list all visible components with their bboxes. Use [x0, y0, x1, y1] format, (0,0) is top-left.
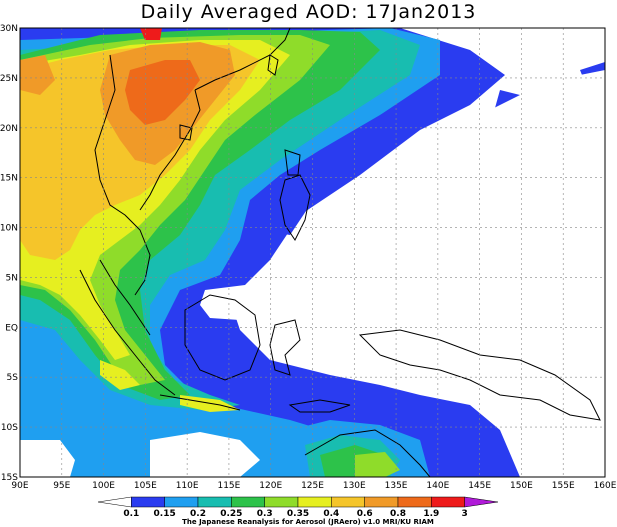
lat-tick-label: 15N: [0, 174, 18, 184]
coast-philippines: [279, 174, 311, 241]
lon-tick-label: 90E: [11, 481, 28, 491]
lat-tick-label: 30N: [0, 24, 18, 34]
colorbar-level-label: 0.2: [190, 509, 206, 519]
map-title: Daily Averaged AOD: 17Jan2013: [140, 1, 477, 23]
colorbar-swatch: [231, 496, 265, 508]
colorbar-swatch: [364, 496, 399, 508]
coast-china: [194, 28, 291, 91]
colorbar-swatch: [97, 496, 132, 508]
aod-region-low-ne: [300, 70, 605, 477]
coast-java: [159, 394, 241, 411]
aod-region-low-w: [200, 285, 255, 320]
lat-tick-label: 5S: [7, 373, 19, 383]
credit-text: The Japanese Reanalysis for Aerosol (JRA…: [182, 518, 434, 526]
coast-borneo: [184, 294, 261, 381]
lon-tick-label: 160E: [594, 481, 617, 491]
lon-tick-label: 105E: [134, 481, 157, 491]
colorbar-level-label: 0.3: [257, 509, 273, 519]
lat-tick-label: 25N: [0, 74, 18, 84]
aod-region-low-s: [150, 432, 260, 477]
colorbar-level-label: 1.9: [423, 509, 439, 519]
lon-tick-label: 120E: [259, 481, 282, 491]
coast-malaysia: [99, 259, 151, 336]
colorbar-level-label: 0.1: [123, 509, 139, 519]
lon-tick-label: 95E: [53, 481, 70, 491]
colorbar-level-label: 0.4: [323, 509, 339, 519]
colorbar-swatch: [164, 496, 199, 508]
lat-tick-label: 10S: [1, 423, 18, 433]
aod-region-yellow-sw: [100, 360, 140, 390]
colorbar-swatch: [264, 496, 299, 508]
lon-tick-label: 110E: [176, 481, 199, 491]
lat-tick-label: EQ: [5, 323, 18, 333]
aod-region-orange-w: [20, 55, 55, 95]
aod-region-red: [140, 28, 162, 40]
lon-tick-label: 135E: [385, 481, 408, 491]
coast-timor: [288, 399, 351, 413]
lon-tick-label: 130E: [343, 481, 366, 491]
lon-tick-label: 100E: [92, 481, 115, 491]
coast-australia: [304, 429, 431, 477]
colorbar-level-label: 3: [462, 509, 468, 519]
lat-tick-label: 5N: [6, 273, 18, 283]
colorbar: 0.1 0.15 0.2 0.25 0.3 0.35 0.4 0.6 0.8 1.9 3: [97, 496, 499, 519]
lon-tick-label: 145E: [468, 481, 491, 491]
plot-frame: [19, 27, 606, 478]
colorbar-level-label: 0.25: [220, 509, 242, 519]
aod-region-low-sw: [20, 440, 75, 477]
coast-indochina: [94, 54, 151, 296]
lat-tick-label: 20N: [0, 124, 18, 134]
lon-tick-label: 150E: [510, 481, 533, 491]
colorbar-swatch: [397, 496, 432, 508]
colorbar-swatch: [297, 496, 332, 508]
colorbar-level-label: 0.6: [357, 509, 373, 519]
longitude-labels: 90E 95E 100E 105E 110E 115E 120E 125E 130E 135E 14…: [11, 481, 616, 491]
coast-newguinea: [358, 329, 601, 421]
colorbar-level-label: 0.8: [390, 509, 406, 519]
colorbar-swatch: [131, 496, 165, 508]
colorbar-swatch: [464, 496, 499, 508]
coast-sumatra: [79, 269, 176, 396]
coast-vietnam: [139, 89, 201, 211]
coast-hainan: [179, 124, 193, 141]
lat-tick-label: 15S: [1, 473, 18, 483]
aod-region-lime-s: [355, 452, 400, 477]
coast-taiwan: [267, 54, 279, 76]
lon-tick-label: 125E: [301, 481, 324, 491]
lon-tick-label: 115E: [217, 481, 240, 491]
lat-tick-label: 10N: [0, 224, 18, 234]
lon-tick-label: 140E: [426, 481, 449, 491]
coast-luzon: [284, 149, 301, 176]
colorbar-swatch: [431, 496, 465, 508]
colorbar-swatch: [197, 496, 232, 508]
colorbar-swatch: [331, 496, 365, 508]
colorbar-level-label: 0.15: [154, 509, 176, 519]
colorbar-level-label: 0.35: [287, 509, 309, 519]
aod-field: [20, 28, 605, 477]
aod-region-darkorange: [125, 60, 200, 125]
latitude-labels: 30N 25N 20N 15N 10N 5N EQ 5S 10S 15S: [0, 24, 18, 483]
lon-tick-label: 155E: [552, 481, 575, 491]
